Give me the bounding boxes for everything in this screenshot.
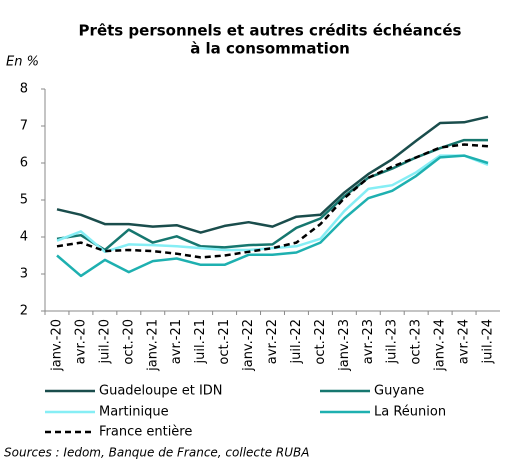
- x-tick-label: oct.-22: [313, 319, 328, 365]
- chart-title: à la consommation: [190, 40, 350, 58]
- y-tick-label: 6: [20, 156, 28, 171]
- series-line: [56, 143, 489, 259]
- series-line: [56, 154, 489, 254]
- series-line: [56, 115, 489, 234]
- x-tick-label: oct.-21: [217, 319, 232, 365]
- legend-label: France entière: [99, 425, 192, 440]
- x-tick-label: avr.-22: [265, 319, 280, 364]
- y-axis-label: En %: [6, 55, 39, 70]
- y-tick-label: 5: [20, 193, 28, 208]
- series-line: [56, 154, 489, 278]
- legend-label: Martinique: [99, 405, 169, 420]
- series-line: [56, 138, 488, 252]
- legend-label: La Réunion: [374, 405, 446, 420]
- x-tick-label: janv.-23: [337, 319, 352, 372]
- x-tick-label: juil.-20: [97, 319, 112, 364]
- x-tick-label: janv.-21: [145, 319, 160, 372]
- source: Sources : Iedom, Banque de France, colle…: [4, 446, 309, 460]
- x-tick-label: avr.-23: [361, 319, 376, 364]
- y-tick-label: 3: [20, 267, 28, 282]
- x-tick-label: juil.-24: [481, 319, 496, 364]
- x-tick-label: oct.-23: [409, 319, 424, 365]
- y-tick-label: 7: [20, 119, 28, 134]
- x-tick-label: janv.-22: [241, 319, 256, 372]
- y-tick-label: 2: [20, 304, 28, 319]
- x-tick-label: avr.-21: [169, 319, 184, 364]
- legend-label: Guyane: [374, 384, 424, 399]
- x-tick-label: avr.-20: [73, 319, 88, 364]
- x-tick-label: juil.-21: [193, 319, 208, 364]
- x-tick-label: juil.-23: [385, 319, 400, 364]
- y-tick-label: 8: [20, 82, 28, 97]
- x-tick-label: oct.-20: [121, 319, 136, 365]
- x-tick-label: janv.-20: [49, 319, 64, 372]
- x-tick-label: avr.-24: [457, 319, 472, 364]
- legend-label: Guadeloupe et IDN: [99, 384, 223, 399]
- y-tick-label: 4: [20, 230, 28, 245]
- chart-title: Prêts personnels et autres crédits échéa…: [79, 22, 462, 40]
- x-tick-label: juil.-22: [289, 319, 304, 364]
- x-tick-label: janv.-24: [433, 319, 448, 372]
